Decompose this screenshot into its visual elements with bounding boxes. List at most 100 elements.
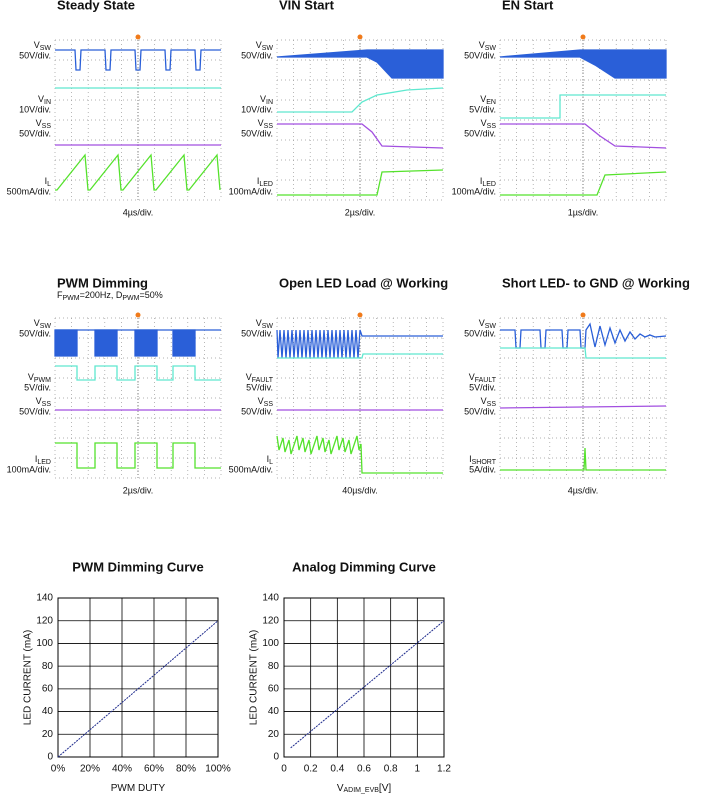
channel-scale: 100mA/div. bbox=[452, 186, 496, 196]
trace bbox=[276, 329, 443, 359]
channel-label: ILED bbox=[35, 454, 51, 465]
trace bbox=[500, 447, 666, 471]
x-tick-label: 80% bbox=[176, 764, 196, 775]
channel-label-part: V bbox=[481, 396, 487, 406]
trace bbox=[172, 329, 196, 357]
chart-title: PWM Dimming Curve bbox=[72, 559, 203, 574]
channel-label-part: SHORT bbox=[472, 459, 497, 466]
x-tick-label: 0 bbox=[281, 764, 287, 775]
channel-label: VSS bbox=[36, 396, 52, 407]
channel-label-part: V bbox=[258, 396, 264, 406]
y-tick-label: 100 bbox=[262, 638, 279, 649]
trace bbox=[276, 435, 443, 474]
x-tick-label: 20% bbox=[80, 764, 100, 775]
channel-label-part: I bbox=[257, 176, 260, 186]
channel-label-part: LED bbox=[37, 459, 51, 466]
channel-label-part: SW bbox=[262, 323, 274, 330]
timebase: 4µs/div. bbox=[123, 207, 154, 217]
channel-scale: 5V/div. bbox=[246, 382, 273, 392]
trace bbox=[134, 329, 158, 357]
channel-label: VFAULT bbox=[246, 372, 274, 383]
channel-label: VEN bbox=[480, 94, 496, 105]
panel-subtitle: FPWM=200Hz, DPWM=50% bbox=[57, 290, 163, 301]
x-tick-label: 0.6 bbox=[357, 764, 371, 775]
channel-label-part: IN bbox=[266, 99, 273, 106]
channel-label: VSW bbox=[34, 40, 52, 51]
channel-label-part: SS bbox=[264, 123, 274, 130]
channel-label: VSS bbox=[36, 118, 52, 129]
y-tick-label: 40 bbox=[42, 706, 54, 717]
trace bbox=[500, 123, 667, 149]
y-tick-label: 120 bbox=[36, 615, 53, 626]
trace bbox=[500, 171, 667, 196]
x-tick-label: 0.2 bbox=[304, 764, 318, 775]
channel-scale: 50V/div. bbox=[464, 406, 496, 416]
channel-label-part: I bbox=[480, 176, 483, 186]
trace bbox=[500, 94, 666, 119]
trace bbox=[500, 322, 667, 349]
channel-label: IL bbox=[267, 454, 274, 465]
channel-label-part: V bbox=[34, 40, 40, 50]
trace bbox=[55, 49, 221, 71]
x-tick-label: 40% bbox=[112, 764, 132, 775]
y-axis-label: LED CURRENT (mA) bbox=[249, 630, 260, 725]
channel-label-part: V bbox=[28, 372, 34, 382]
x-tick-label: 100% bbox=[205, 764, 231, 775]
trace bbox=[55, 442, 221, 469]
channel-label: VSS bbox=[258, 396, 274, 407]
channel-label: IL bbox=[45, 176, 52, 187]
channel-label-part: V bbox=[36, 118, 42, 128]
x-tick-label: 0.4 bbox=[330, 764, 344, 775]
x-axis-label-part: V bbox=[337, 783, 344, 794]
trace bbox=[276, 49, 444, 79]
channel-scale: 50V/div. bbox=[19, 50, 51, 60]
channel-label: VSW bbox=[34, 318, 52, 329]
channel-label-part: SS bbox=[487, 401, 497, 408]
channel-label-part: V bbox=[469, 372, 475, 382]
y-tick-label: 80 bbox=[268, 661, 280, 672]
channel-label-part: I bbox=[469, 454, 472, 464]
channel-label: VIN bbox=[38, 94, 51, 105]
y-tick-label: 0 bbox=[47, 752, 53, 763]
plot-frame bbox=[283, 597, 445, 758]
trace bbox=[500, 347, 666, 359]
trace bbox=[277, 169, 444, 196]
channel-label-part: V bbox=[256, 318, 262, 328]
channel-label-part: FAULT bbox=[475, 377, 497, 384]
x-tick-label: 0% bbox=[51, 764, 66, 775]
x-axis-label-part: ADIM_EVB bbox=[344, 787, 380, 794]
channel-label: ISHORT bbox=[469, 454, 497, 465]
y-tick-label: 100 bbox=[36, 638, 53, 649]
channel-scale: 5A/div. bbox=[469, 464, 496, 474]
trigger-marker bbox=[580, 312, 586, 318]
channel-scale: 50V/div. bbox=[241, 50, 273, 60]
y-tick-label: 20 bbox=[268, 729, 280, 740]
channel-label-part: SS bbox=[42, 401, 52, 408]
trace bbox=[277, 123, 444, 149]
x-tick-label: 60% bbox=[144, 764, 164, 775]
channel-scale: 500mA/div. bbox=[229, 464, 273, 474]
channel-scale: 5V/div. bbox=[24, 382, 51, 392]
timebase: 4µs/div. bbox=[568, 485, 599, 495]
panel-title: PWM Dimming bbox=[57, 275, 148, 290]
trace bbox=[277, 87, 444, 113]
trigger-marker bbox=[135, 312, 141, 318]
channel-label: VIN bbox=[260, 94, 273, 105]
panel-title: EN Start bbox=[502, 0, 554, 12]
channel-scale: 50V/div. bbox=[464, 50, 496, 60]
channel-label-part: SW bbox=[485, 323, 497, 330]
channel-scale: 10V/div. bbox=[19, 104, 51, 114]
y-tick-label: 120 bbox=[262, 615, 279, 626]
y-tick-label: 80 bbox=[42, 661, 54, 672]
trace bbox=[499, 405, 667, 409]
channel-scale: 5V/div. bbox=[469, 104, 496, 114]
y-tick-label: 0 bbox=[273, 752, 279, 763]
channel-scale: 100mA/div. bbox=[7, 464, 51, 474]
y-tick-label: 140 bbox=[262, 593, 279, 604]
channel-label-part: SS bbox=[264, 401, 274, 408]
channel-label-part: I bbox=[35, 454, 38, 464]
channel-label-part: V bbox=[246, 372, 252, 382]
channel-label: ILED bbox=[257, 176, 273, 187]
channel-label: VSW bbox=[256, 40, 274, 51]
